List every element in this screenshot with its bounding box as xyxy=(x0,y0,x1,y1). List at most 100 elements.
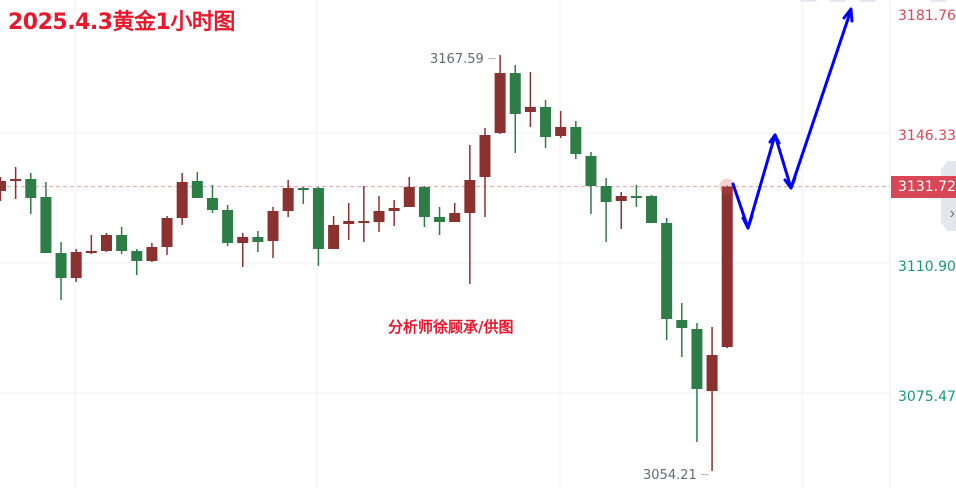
candle-body xyxy=(282,188,294,212)
candle-body xyxy=(343,220,355,224)
candle xyxy=(388,200,400,227)
forecast-arrow-annotation xyxy=(731,7,854,230)
candle xyxy=(267,207,279,259)
candle-body xyxy=(449,212,461,223)
candle xyxy=(146,243,158,263)
candle-body xyxy=(191,180,203,198)
candle xyxy=(661,218,673,341)
candle-body xyxy=(252,236,264,243)
candle-body xyxy=(585,156,597,186)
candle-body xyxy=(267,211,279,241)
candle xyxy=(206,184,218,213)
low-value: 3054.21 xyxy=(643,468,697,483)
candle xyxy=(176,172,188,225)
high-label: 3167.59 ┈ xyxy=(430,52,496,67)
toolbar-chip[interactable] xyxy=(800,0,817,2)
candle-body xyxy=(388,207,400,212)
candle-body xyxy=(600,185,612,203)
arrowhead-up xyxy=(768,133,781,145)
toolbar-chip[interactable] xyxy=(829,0,846,2)
candle xyxy=(70,248,82,283)
candle-body xyxy=(721,186,733,348)
candle xyxy=(585,152,597,215)
candle xyxy=(524,71,536,127)
y-tick-label: 3181.76 xyxy=(898,8,956,24)
candle-body xyxy=(146,247,158,262)
candle xyxy=(403,176,415,208)
candle xyxy=(222,204,234,247)
candle-body xyxy=(479,134,491,177)
high-value: 3167.59 xyxy=(430,52,484,67)
candle xyxy=(373,196,385,232)
candle xyxy=(600,177,612,243)
candle xyxy=(100,232,112,252)
toolbar-chip[interactable] xyxy=(859,0,876,2)
arrowhead-up xyxy=(842,7,854,23)
candle-body xyxy=(646,196,658,224)
candle-body xyxy=(237,236,249,244)
candle-body xyxy=(615,196,627,201)
y-tick-label: 3075.47 xyxy=(898,389,956,405)
candle-body xyxy=(10,179,22,182)
candle-body xyxy=(0,180,6,192)
candle-body xyxy=(328,224,340,249)
candle-body xyxy=(661,223,673,319)
chevron-right-icon: › xyxy=(949,205,955,222)
low-label: 3054.21 ┈ xyxy=(643,468,709,483)
candle xyxy=(449,203,461,223)
grid xyxy=(74,0,803,488)
candle-body xyxy=(630,196,642,199)
candle xyxy=(570,121,582,160)
candle-body xyxy=(176,181,188,219)
candle-body xyxy=(222,210,234,244)
candle-body xyxy=(85,250,97,254)
candle-body xyxy=(131,250,143,262)
candle xyxy=(55,242,67,301)
candle xyxy=(40,181,52,254)
candle-body xyxy=(161,218,173,248)
candle-body xyxy=(25,179,37,198)
candle-body xyxy=(691,329,703,389)
candle-body xyxy=(540,106,552,138)
candle-body xyxy=(434,216,446,223)
candle-body xyxy=(373,211,385,223)
candle xyxy=(343,203,355,240)
candle xyxy=(630,184,642,208)
candle xyxy=(615,192,627,229)
candle xyxy=(509,65,521,153)
candle xyxy=(161,215,173,255)
candle-body xyxy=(555,126,567,137)
candle xyxy=(646,195,658,224)
candle xyxy=(312,187,324,267)
forecast-path xyxy=(731,8,853,230)
candle-body xyxy=(494,73,506,134)
candle xyxy=(191,172,203,198)
candle-body xyxy=(676,320,688,329)
toolbar-chip[interactable] xyxy=(930,0,947,2)
candle-body xyxy=(358,220,370,224)
candle-body xyxy=(206,197,218,211)
candle-body xyxy=(464,180,476,213)
candle xyxy=(479,128,491,217)
candle-body xyxy=(100,235,112,251)
y-tick-label: 3146.33 xyxy=(898,128,956,144)
candle xyxy=(555,110,567,138)
candle-body xyxy=(55,253,67,279)
candle xyxy=(10,167,22,200)
candle-body xyxy=(70,251,82,279)
candle xyxy=(676,302,688,357)
candle xyxy=(116,227,128,255)
candle-body xyxy=(524,106,536,113)
arrowhead-down xyxy=(741,214,754,230)
current-price-pulse xyxy=(719,178,736,195)
candle xyxy=(464,145,476,284)
candle xyxy=(297,187,309,204)
candle xyxy=(282,180,294,217)
candle xyxy=(25,172,37,215)
candle-body xyxy=(403,187,415,208)
candle-body xyxy=(509,73,521,114)
candle xyxy=(494,54,506,134)
candle xyxy=(131,248,143,275)
candle xyxy=(358,185,370,243)
candle xyxy=(85,235,97,255)
